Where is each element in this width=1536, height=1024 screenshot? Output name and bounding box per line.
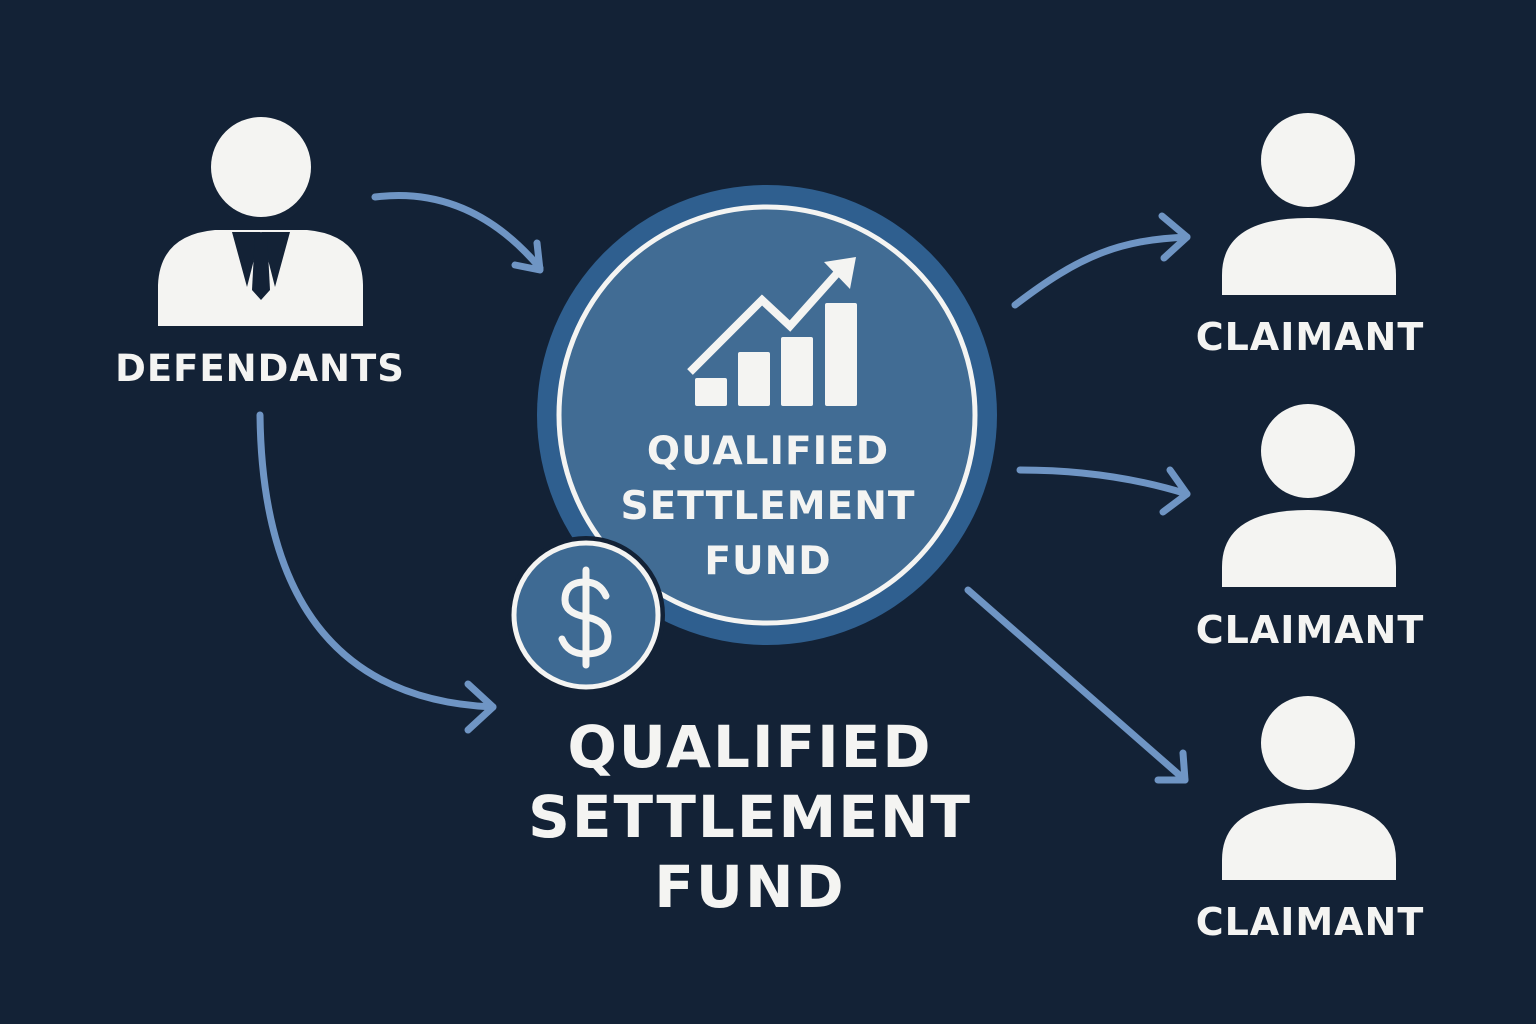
- growth-chart-icon: [687, 257, 857, 406]
- arrow-defendants-to-dollar: [256, 411, 497, 734]
- fund-circle-title: QUALIFIED SETTLEMENT FUND: [578, 424, 958, 589]
- claimant-1-person-icon: [1222, 113, 1396, 295]
- arrow-defendants-to-fund: [371, 191, 544, 274]
- fund-circle: [537, 185, 997, 645]
- arrow-fund-to-claimant-3: [964, 586, 1189, 784]
- fund-circle-title-line: QUALIFIED: [646, 429, 890, 474]
- defendants-label: DEFENDANTS: [115, 347, 405, 390]
- dollar-badge: [507, 536, 665, 694]
- fund-circle-title-line: FUND: [704, 539, 832, 584]
- main-title: QUALIFIED SETTLEMENT FUND: [490, 712, 1010, 922]
- fund-circle-title-line: SETTLEMENT: [620, 484, 916, 529]
- dollar-icon: [558, 566, 612, 669]
- main-title-line: FUND: [654, 853, 846, 921]
- main-title-line: SETTLEMENT: [528, 783, 972, 851]
- businessman-icon: [158, 117, 363, 326]
- claimant-label-1: CLAIMANT: [1195, 315, 1425, 359]
- claimant-3-person-icon: [1222, 696, 1396, 880]
- claimant-label-2: CLAIMANT: [1195, 608, 1425, 652]
- claimant-2-person-icon: [1222, 404, 1396, 587]
- arrow-fund-to-claimant-1: [1011, 212, 1191, 309]
- main-title-line: QUALIFIED: [567, 713, 933, 781]
- arrow-fund-to-claimant-2: [1016, 466, 1191, 516]
- claimant-label-3: CLAIMANT: [1195, 900, 1425, 944]
